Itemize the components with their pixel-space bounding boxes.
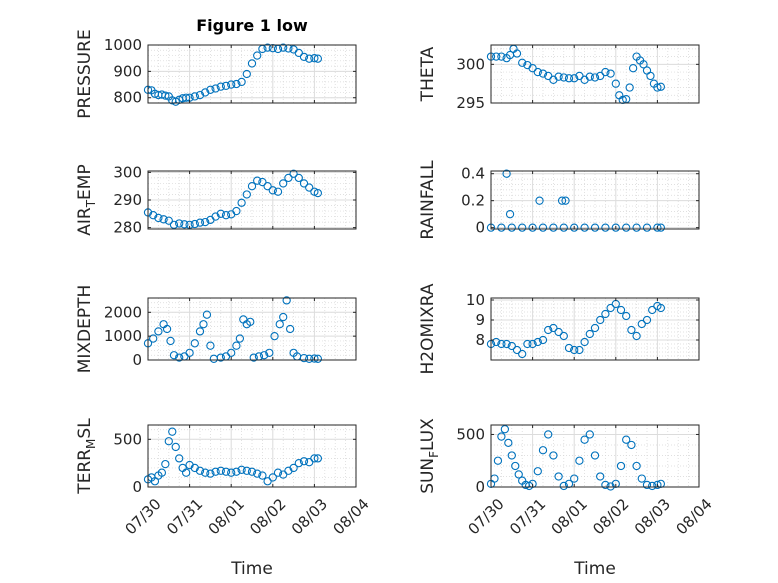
y-tick-label: 280 [113, 219, 142, 237]
y-tick-label: 0 [132, 351, 142, 369]
x-axis-label-left: Time [230, 559, 273, 579]
y-axis-label: RAINFALL [418, 160, 438, 240]
y-axis-label: TERRMSL [75, 418, 98, 495]
axes-background [148, 45, 356, 103]
y-axis-label: THETA [418, 46, 438, 102]
y-axis-label: SUNFLUX [418, 418, 441, 494]
y-tick-label: 500 [456, 425, 485, 443]
y-tick-label: 10 [466, 291, 485, 309]
y-axis-label: AIRTEMP [75, 164, 98, 235]
axes-background [491, 171, 699, 229]
subplot-pressure: 800 900 1000 PRESSURE [75, 29, 356, 118]
x-tick-label: 07/31 [506, 495, 549, 538]
subplot-mixdepth: 0 1000 2000 MIXDEPTH [75, 285, 356, 374]
y-tick-label: 2000 [104, 303, 142, 321]
x-tick-label: 07/31 [163, 495, 206, 538]
y-tick-label: 0.2 [461, 192, 485, 210]
x-tick-label: 08/03 [288, 495, 331, 538]
y-tick-label: 0 [475, 478, 485, 496]
x-tick-label: 08/02 [589, 495, 632, 538]
y-axis-label-rest: LUX [418, 418, 438, 451]
y-tick-label: 300 [456, 55, 485, 73]
y-axis-label-rest: EMP [75, 164, 95, 200]
y-axis-label: H2OMIXRA [418, 283, 438, 374]
y-axis-label-main: PRESSURE [75, 29, 95, 118]
y-tick-label: 0 [475, 219, 485, 237]
y-axis-label-main: MIXDEPTH [75, 285, 95, 374]
x-tick-label: 08/04 [329, 495, 372, 538]
subplot-theta: 295 300 THETA [418, 45, 699, 112]
y-tick-label: 300 [113, 163, 142, 181]
x-tick-label: 08/01 [205, 495, 248, 538]
subplot-rainfall: 0 0.2 0.4 RAINFALL [418, 160, 699, 240]
x-axis-label-right: Time [573, 559, 616, 579]
y-axis-label-main: SUN [418, 458, 438, 494]
subplot-air: 280 290 300 AIRTEMP [75, 163, 356, 236]
y-axis-label-main: THETA [418, 46, 438, 102]
y-tick-label: 800 [113, 89, 142, 107]
y-axis-label-main: RAINFALL [418, 160, 438, 240]
y-tick-label: 290 [113, 191, 142, 209]
subplot-terr: 0 500 07/3007/3108/0108/0208/0308/04 TERRMS… [75, 418, 373, 539]
y-tick-label: 295 [456, 94, 485, 112]
figure-canvas: Figure 1 low Time Time 8009001000PRESSUR… [0, 0, 778, 583]
x-tick-label: 08/01 [548, 495, 591, 538]
x-tick-label: 07/30 [464, 495, 507, 538]
x-tick-label: 08/03 [631, 495, 674, 538]
y-tick-label: 9 [475, 311, 485, 329]
y-axis-label-subscript: M [84, 439, 98, 449]
x-tick-label: 07/30 [121, 495, 164, 538]
y-axis-label-main: H2OMIXRA [418, 283, 438, 374]
y-axis-label: MIXDEPTH [75, 285, 95, 374]
y-axis-label-main: AIR [75, 207, 95, 236]
y-tick-label: 0 [132, 478, 142, 496]
x-tick-label: 08/04 [672, 495, 715, 538]
y-tick-label: 0.4 [461, 165, 485, 183]
y-tick-label: 900 [113, 62, 142, 80]
x-tick-label: 08/02 [246, 495, 289, 538]
y-tick-label: 1000 [104, 327, 142, 345]
y-tick-label: 1000 [104, 36, 142, 54]
y-tick-label: 500 [113, 430, 142, 448]
subplot-h2omixra: 8 9 10 H2OMIXRA [418, 283, 699, 374]
y-tick-label: 8 [475, 331, 485, 349]
y-axis-label: PRESSURE [75, 29, 95, 118]
y-axis-label-main: TERR [75, 449, 95, 495]
y-axis-label-rest: SL [75, 418, 95, 439]
figure-title: Figure 1 low [196, 16, 308, 35]
